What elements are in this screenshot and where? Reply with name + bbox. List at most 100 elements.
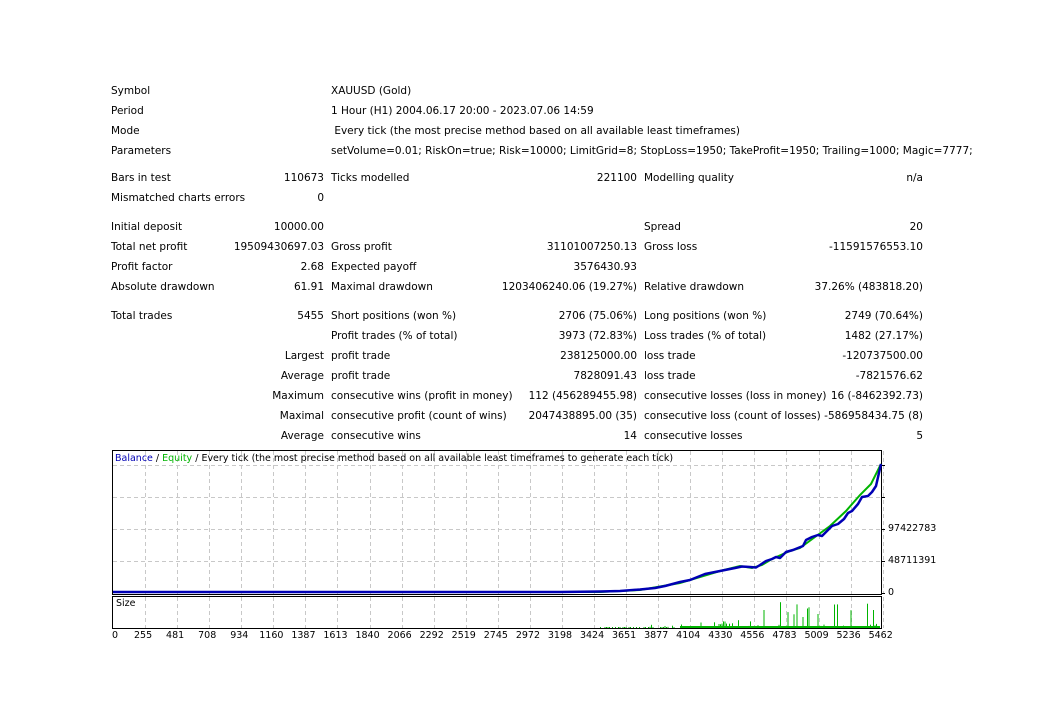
maximal-drawdown-value: 1203406240.06 (19.27%) (501, 281, 637, 293)
mode-row: Mode Every tick (the most precise method… (0, 123, 1040, 139)
profit-row: Total net profit 19509430697.03 Gross pr… (0, 239, 1040, 255)
total-trades-value: 5455 (297, 310, 324, 322)
period-value: 1 Hour (H1) 2004.06.17 20:00 - 2023.07.0… (331, 105, 594, 117)
absolute-drawdown-label: Absolute drawdown (111, 281, 215, 293)
largest-profit-label: profit trade (331, 350, 391, 362)
maximum-prefix: Maximum (272, 390, 324, 402)
expected-payoff-value: 3576430.93 (573, 261, 637, 273)
mismatched-row: Mismatched charts errors 0 (0, 190, 1040, 206)
maximal-prefix: Maximal (279, 410, 324, 422)
legend-mode: Every tick (the most precise method base… (201, 453, 674, 464)
size-panel-frame (112, 596, 882, 629)
absolute-drawdown-value: 61.91 (293, 281, 324, 293)
spread-label: Spread (644, 221, 681, 233)
long-positions-value: 2749 (70.64%) (844, 310, 923, 322)
average-profit-value: 7828091.43 (573, 370, 637, 382)
x-tick-label: 1387 (291, 630, 316, 641)
symbol-value: XAUUSD (Gold) (331, 85, 412, 97)
legend-separator: / (152, 453, 163, 464)
x-tick-label: 1840 (355, 630, 380, 641)
bars-in-test-value: 110673 (283, 172, 324, 184)
x-tick-label: 1160 (259, 630, 284, 641)
loss-trades-value: 1482 (27.17%) (844, 330, 923, 342)
largest-row: Largest profit trade 238125000.00 loss t… (0, 348, 1040, 364)
average-row: Average profit trade 7828091.43 loss tra… (0, 368, 1040, 384)
largest-loss-label: loss trade (644, 350, 696, 362)
largest-loss-value: -120737500.00 (842, 350, 923, 362)
x-tick-label: 1613 (323, 630, 348, 641)
loss-trades-label: Loss trades (% of total) (644, 330, 767, 342)
drawdown-row: Absolute drawdown 61.91 Maximal drawdown… (0, 279, 1040, 295)
y-tick-label: 0 (888, 587, 895, 598)
gross-loss-value: -11591576553.10 (829, 241, 923, 253)
symbol-label: Symbol (111, 85, 151, 97)
maximal-consecutive-loss-label: consecutive loss (count of losses) (644, 410, 821, 422)
average-profit-label: profit trade (331, 370, 391, 382)
main-grid (113, 451, 884, 628)
x-tick-label: 4783 (772, 630, 797, 641)
mode-label: Mode (111, 125, 140, 137)
spread-value: 20 (909, 221, 923, 233)
x-tick-label: 2745 (483, 630, 508, 641)
average-consecutive-wins-value: 14 (623, 430, 637, 442)
size-panel-label: Size (116, 598, 136, 609)
gross-profit-value: 31101007250.13 (546, 241, 637, 253)
x-tick-label: 3651 (612, 630, 637, 641)
average-consecutive-wins-label: consecutive wins (331, 430, 421, 442)
max-consecutive-losses-label: consecutive losses (loss in money) (644, 390, 827, 402)
x-tick-label: 5236 (836, 630, 861, 641)
x-tick-label: 934 (230, 630, 249, 641)
size-histogram (600, 602, 880, 628)
parameters-value: setVolume=0.01; RiskOn=true; Risk=10000;… (331, 145, 973, 157)
x-tick-label: 3424 (579, 630, 605, 641)
ticks-modelled-label: Ticks modelled (331, 172, 410, 184)
y-tick-label: 48711391 (888, 555, 937, 566)
mismatched-errors-value: 0 (317, 192, 324, 204)
parameters-label: Parameters (111, 145, 172, 157)
parameters-row: Parameters setVolume=0.01; RiskOn=true; … (0, 143, 1040, 159)
chart-legend: Balance / Equity / Every tick (the most … (115, 453, 673, 464)
profit-trades-row: Profit trades (% of total) 3973 (72.83%)… (0, 328, 1040, 344)
x-tick-label: 708 (198, 630, 217, 641)
long-positions-label: Long positions (won %) (644, 310, 767, 322)
x-tick-label: 2292 (419, 630, 444, 641)
max-consecutive-wins-label: consecutive wins (profit in money) (331, 390, 513, 402)
modelling-quality-label: Modelling quality (644, 172, 734, 184)
gross-loss-label: Gross loss (644, 241, 698, 253)
x-tick-label: 2066 (387, 630, 412, 641)
average-loss-label: loss trade (644, 370, 696, 382)
initial-deposit-label: Initial deposit (111, 221, 183, 233)
main-panel-frame (112, 450, 882, 595)
profit-factor-label: Profit factor (111, 261, 173, 273)
average-prefix: Average (280, 370, 324, 382)
y-tick-label: 97422783 (888, 523, 937, 534)
balance-line (113, 463, 883, 594)
legend-balance: Balance (115, 453, 153, 464)
x-tick-label: 481 (166, 630, 185, 641)
factor-row: Profit factor 2.68 Expected payoff 35764… (0, 259, 1040, 275)
period-label: Period (111, 105, 144, 117)
largest-prefix: Largest (284, 350, 324, 362)
x-tick-label: 2519 (451, 630, 476, 641)
total-net-profit-label: Total net profit (111, 241, 188, 253)
mismatched-errors-label: Mismatched charts errors (111, 192, 246, 204)
bars-in-test-label: Bars in test (111, 172, 171, 184)
maximal-consecutive-profit-label: consecutive profit (count of wins) (331, 410, 507, 422)
relative-drawdown-label: Relative drawdown (644, 281, 745, 293)
total-net-profit-value: 19509430697.03 (233, 241, 324, 253)
x-tick-label: 2972 (515, 630, 540, 641)
x-tick-label: 3877 (644, 630, 669, 641)
short-positions-label: Short positions (won %) (331, 310, 457, 322)
gross-profit-label: Gross profit (331, 241, 392, 253)
x-tick-label: 4104 (676, 630, 701, 641)
largest-profit-value: 238125000.00 (560, 350, 637, 362)
ticks-modelled-value: 221100 (596, 172, 637, 184)
maximal-consecutive-loss-value: -586958434.75 (8) (824, 410, 923, 422)
x-tick-label: 4556 (740, 630, 765, 641)
x-tick-label: 255 (133, 630, 153, 641)
profit-trades-label: Profit trades (% of total) (331, 330, 458, 342)
profit-trades-value: 3973 (72.83%) (558, 330, 637, 342)
symbol-row: Symbol XAUUSD (Gold) (0, 83, 1040, 99)
